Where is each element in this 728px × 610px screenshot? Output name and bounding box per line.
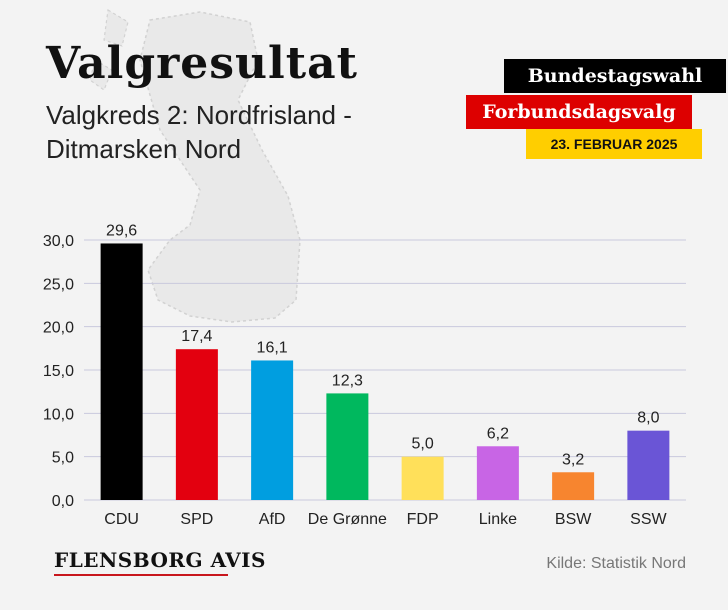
y-tick-label: 0,0	[52, 493, 74, 510]
data-label: 6,2	[487, 425, 509, 442]
y-tick-label: 10,0	[43, 406, 74, 423]
bar	[627, 430, 670, 500]
y-tick-label: 5,0	[52, 450, 74, 467]
bar	[326, 393, 369, 500]
x-tick-label: De Grønne	[308, 511, 387, 528]
badge-forbundsdagsvalg: Forbundsdagsvalg	[466, 95, 692, 129]
y-tick-label: 15,0	[43, 363, 74, 380]
bar	[476, 446, 519, 500]
x-tick-label: AfD	[259, 511, 286, 528]
bar	[251, 360, 294, 500]
bar	[552, 472, 595, 500]
y-tick-label: 25,0	[43, 276, 74, 293]
data-label: 16,1	[257, 339, 288, 356]
x-tick-label: SPD	[180, 511, 213, 528]
bar	[401, 456, 444, 500]
y-tick-label: 20,0	[43, 320, 74, 337]
source-note: Kilde: Statistik Nord	[546, 555, 686, 572]
chart-title: Valgresultat	[46, 38, 358, 89]
data-label: 3,2	[562, 451, 584, 468]
data-label: 5,0	[412, 436, 434, 453]
data-label: 29,6	[106, 222, 137, 239]
flensborg-avis-logo: FLENSBORG AVIS	[54, 548, 265, 578]
logo-text: FLENSBORG AVIS	[54, 548, 266, 572]
x-tick-label: FDP	[407, 511, 439, 528]
x-tick-label: CDU	[104, 511, 139, 528]
badge-bundestagswahl: Bundestagswahl	[504, 59, 726, 93]
logo-underline	[54, 574, 228, 576]
x-tick-label: SSW	[630, 511, 667, 528]
chart-subtitle: Valgkreds 2: Nordfrisland - Ditmarsken N…	[46, 100, 352, 164]
data-label: 17,4	[181, 328, 212, 345]
bar	[100, 243, 143, 500]
data-label: 8,0	[637, 410, 659, 427]
badge-election-date: 23. FEBRUAR 2025	[526, 129, 702, 159]
bar	[175, 349, 218, 500]
data-label: 12,3	[332, 372, 363, 389]
y-tick-label: 30,0	[43, 233, 74, 250]
x-tick-label: Linke	[479, 511, 517, 528]
x-tick-label: BSW	[555, 511, 592, 528]
